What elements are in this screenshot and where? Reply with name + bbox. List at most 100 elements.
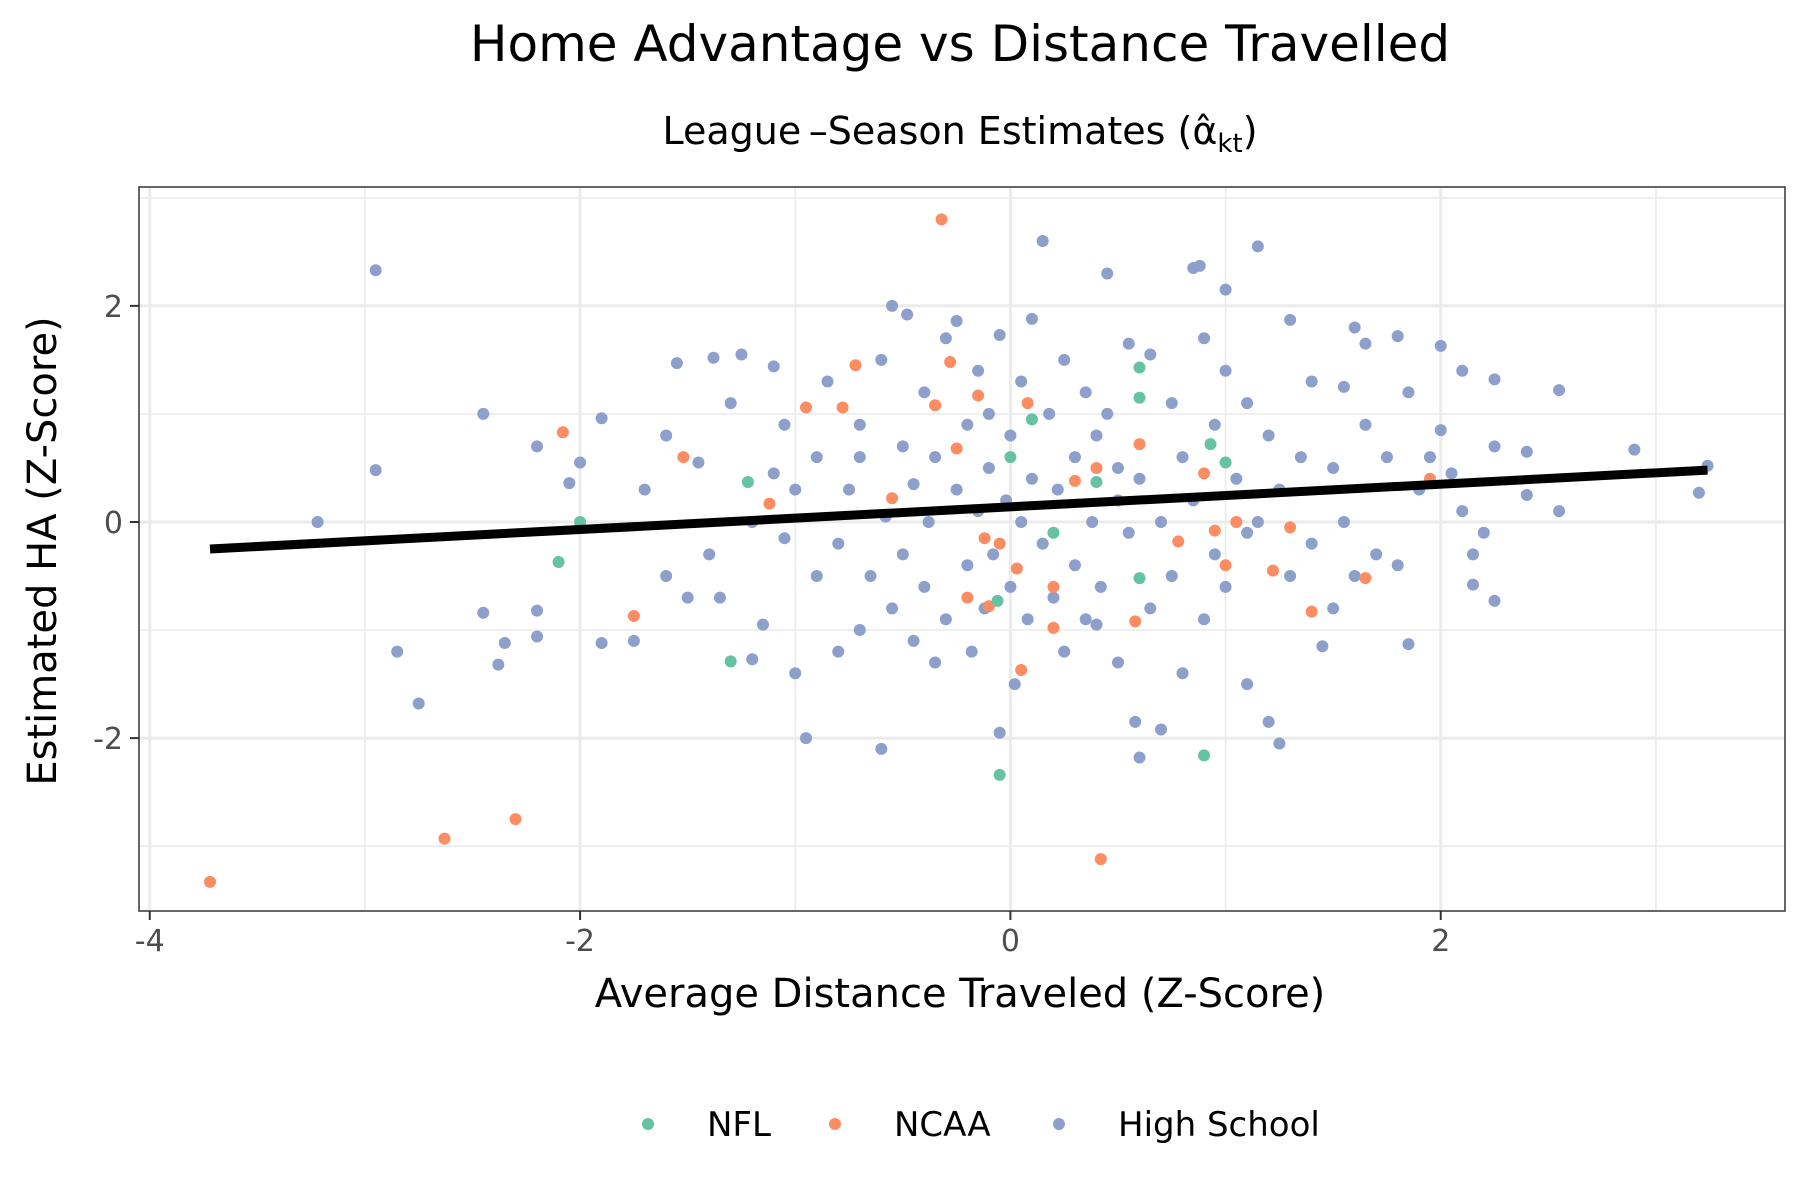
data-point-high-school (1111, 656, 1124, 669)
data-point-high-school (853, 624, 866, 637)
data-point-high-school (875, 353, 888, 366)
data-point-high-school (832, 645, 845, 658)
data-point-high-school (1079, 386, 1092, 399)
data-point-high-school (1241, 397, 1254, 410)
data-point-high-school (1144, 602, 1157, 615)
data-point-high-school (778, 532, 791, 545)
data-point-high-school (1327, 461, 1340, 474)
data-point-high-school (1284, 570, 1297, 583)
data-point-ncaa (1010, 562, 1023, 575)
data-point-nfl (1133, 572, 1146, 585)
data-point-ncaa (1208, 524, 1221, 537)
data-point-nfl (991, 594, 1004, 607)
data-point-ncaa (849, 359, 862, 372)
data-point-high-school (1370, 548, 1383, 561)
data-point-ncaa (1094, 853, 1107, 866)
data-point-nfl (1090, 476, 1103, 489)
data-point-high-school (1445, 467, 1458, 480)
data-point-high-school (1434, 424, 1447, 437)
legend-label-ncaa: NCAA (894, 1105, 991, 1145)
data-point-high-school (1262, 429, 1275, 442)
data-point-high-school (1165, 570, 1178, 583)
data-point-high-school (681, 591, 694, 604)
axis-ticks: -4 -2 0 2 -2 0 2 (93, 290, 1450, 959)
data-point-high-school (1348, 570, 1361, 583)
data-point-high-school (1068, 559, 1081, 572)
data-point-high-school (1176, 451, 1189, 464)
data-point-ncaa (972, 389, 985, 402)
legend-key-nfl (642, 1118, 654, 1130)
data-point-nfl (1025, 413, 1038, 426)
data-point-high-school (896, 440, 909, 453)
data-point-high-school (982, 461, 995, 474)
data-point-high-school (1133, 472, 1146, 485)
data-point-high-school (638, 483, 651, 496)
y-tick-label: 2 (104, 290, 123, 325)
data-point-high-school (853, 418, 866, 431)
data-point-nfl (1133, 361, 1146, 374)
data-point-high-school (918, 386, 931, 399)
data-point-ncaa (935, 213, 948, 226)
data-point-high-school (767, 360, 780, 373)
data-point-high-school (982, 407, 995, 420)
data-point-high-school (1219, 580, 1232, 593)
x-tick-label: -4 (135, 924, 165, 959)
data-point-high-school (961, 418, 974, 431)
data-point-high-school (1086, 515, 1099, 528)
data-point-high-school (1467, 578, 1480, 591)
data-point-ncaa (1266, 564, 1279, 577)
data-point-ncaa (800, 401, 813, 414)
data-point-high-school (907, 478, 920, 491)
data-point-high-school (1008, 678, 1021, 691)
data-points (204, 213, 1714, 888)
data-point-high-school (531, 604, 544, 617)
data-point-high-school (1198, 332, 1211, 345)
plot-panel-border (138, 186, 1786, 912)
data-point-high-school (939, 613, 952, 626)
data-point-high-school (1337, 515, 1350, 528)
data-point-high-school (735, 348, 748, 361)
data-point-high-school (746, 653, 759, 666)
data-point-nfl (1219, 456, 1232, 469)
data-point-high-school (1251, 240, 1264, 253)
chart-subtitle: League –Season Estimates (α̂kt) (662, 109, 1257, 159)
data-point-high-school (1165, 397, 1178, 410)
chart-title: Home Advantage vs Distance Travelled (470, 15, 1450, 73)
data-point-high-school (853, 451, 866, 464)
data-point-high-school (1337, 380, 1350, 393)
data-point-high-school (1359, 418, 1372, 431)
data-point-nfl (741, 476, 754, 489)
data-point-high-school (1273, 737, 1286, 750)
data-point-high-school (972, 364, 985, 377)
data-point-high-school (789, 483, 802, 496)
data-point-high-school (918, 580, 931, 593)
data-point-high-school (1359, 337, 1372, 350)
data-point-high-school (832, 537, 845, 550)
chart-subtitle-sub: kt (1217, 129, 1242, 159)
data-point-high-school (1488, 440, 1501, 453)
data-point-high-school (531, 630, 544, 643)
data-point-high-school (1021, 613, 1034, 626)
data-point-high-school (1251, 515, 1264, 528)
data-point-high-school (412, 697, 425, 710)
trend-line (209, 465, 1708, 554)
data-point-high-school (907, 634, 920, 647)
data-point-high-school (1198, 613, 1211, 626)
data-point-high-school (1488, 594, 1501, 607)
data-point-high-school (1380, 451, 1393, 464)
data-point-ncaa (1198, 467, 1211, 480)
data-point-nfl (552, 555, 565, 568)
data-point-high-school (1058, 353, 1071, 366)
data-point-high-school (660, 429, 673, 442)
data-point-high-school (929, 451, 942, 464)
data-point-high-school (1193, 259, 1206, 272)
data-point-ncaa (763, 497, 776, 510)
data-point-high-school (531, 440, 544, 453)
data-point-high-school (1079, 613, 1092, 626)
data-point-high-school (929, 656, 942, 669)
data-point-high-school (1208, 548, 1221, 561)
data-point-high-school (1144, 348, 1157, 361)
data-point-high-school (1230, 472, 1243, 485)
data-point-ncaa (627, 609, 640, 622)
data-point-ncaa (982, 600, 995, 613)
